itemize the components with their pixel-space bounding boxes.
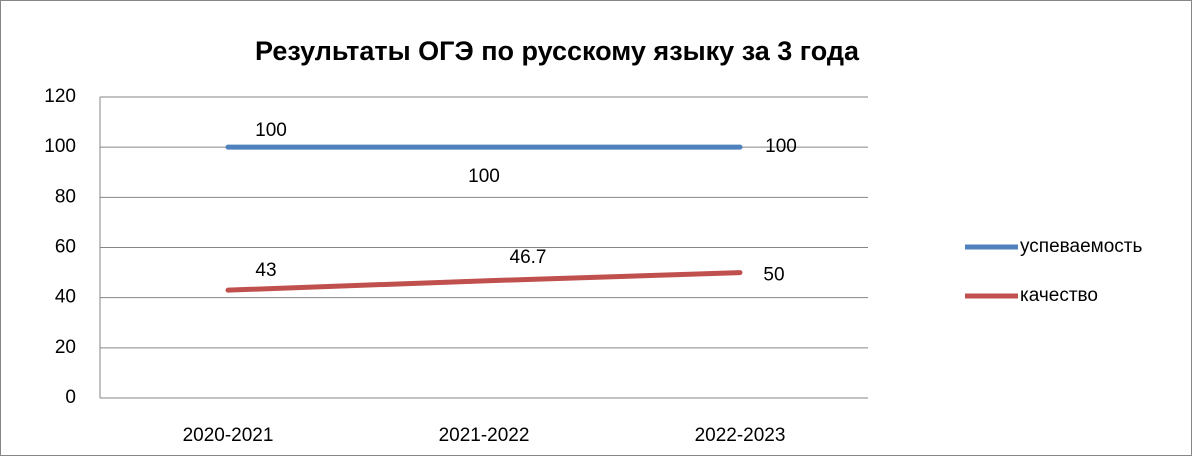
data-label: 100 — [765, 136, 797, 157]
series-line — [225, 270, 743, 293]
y-tick-label: 0 — [65, 387, 76, 408]
y-tick-label: 60 — [55, 237, 76, 258]
x-tick-label: 2022-2023 — [695, 425, 786, 446]
data-label: 50 — [763, 265, 784, 286]
chart-title: Результаты ОГЭ по русскому языку за 3 го… — [255, 36, 860, 66]
y-tick-label: 120 — [44, 86, 76, 107]
legend-label: успеваемость — [1020, 236, 1142, 257]
y-tick-label: 40 — [55, 287, 76, 308]
y-tick-label: 100 — [44, 136, 76, 157]
x-tick-label: 2021-2022 — [439, 425, 530, 446]
data-label: 100 — [468, 166, 500, 187]
x-tick-label: 2020-2021 — [183, 425, 274, 446]
data-label: 46.7 — [510, 247, 547, 268]
y-tick-label: 80 — [55, 186, 76, 207]
legend-label: качество — [1020, 285, 1098, 306]
y-tick-label: 20 — [55, 337, 76, 358]
data-label: 100 — [255, 120, 287, 141]
data-label: 43 — [255, 260, 276, 281]
